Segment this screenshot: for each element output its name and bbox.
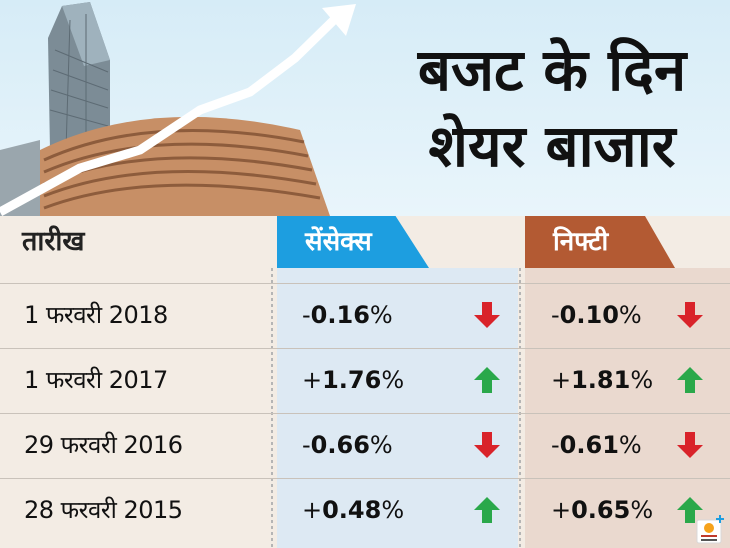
rising-trend-arrow-icon [0, 4, 356, 216]
sensex-value: 0.16 [310, 301, 370, 329]
row-date: 1 फरवरी 2018 [24, 301, 168, 329]
sensex-column-bg [277, 268, 518, 548]
green-up-arrow-icon [677, 367, 703, 393]
red-down-arrow-icon [677, 432, 703, 458]
row-divider [0, 478, 730, 479]
green-up-arrow-icon [474, 367, 500, 393]
red-down-arrow-icon [474, 302, 500, 328]
nifty-value: 0.65 [571, 496, 631, 524]
sensex-unit: % [381, 496, 405, 524]
header-banner: बजट के दिन शेयर बाजार [0, 0, 730, 216]
nifty-sign: - [551, 431, 560, 459]
nifty-value: 1.81 [571, 366, 631, 394]
nifty-value: 0.61 [559, 431, 619, 459]
market-table: तारीख सेंसेक्स निफ्टी 1 फरवरी 2018 -0.16%… [0, 216, 730, 548]
nifty-change: +0.65% [551, 478, 653, 543]
sensex-change: +1.76% [302, 348, 404, 413]
sensex-value: 0.48 [322, 496, 382, 524]
row-date: 1 फरवरी 2017 [24, 366, 168, 394]
sensex-value: 0.66 [310, 431, 370, 459]
headline-line-1: बजट के दिन [417, 36, 687, 104]
sensex-change: -0.16% [302, 283, 393, 348]
sensex-value: 1.76 [322, 366, 382, 394]
row-date: 28 फरवरी 2015 [24, 496, 183, 524]
column-separator [271, 268, 273, 548]
sensex-sign: + [302, 496, 323, 524]
publisher-logo-icon [696, 515, 724, 544]
nifty-unit: % [618, 301, 642, 329]
nifty-unit: % [630, 496, 654, 524]
table-row: 1 फरवरी 2017 +1.76% +1.81% [0, 348, 730, 413]
nifty-sign: + [551, 366, 572, 394]
row-date: 29 फरवरी 2016 [24, 431, 183, 459]
sensex-change: +0.48% [302, 478, 404, 543]
nifty-value: 0.10 [559, 301, 619, 329]
row-divider [0, 348, 730, 349]
nifty-sign: + [551, 496, 572, 524]
sensex-unit: % [369, 301, 393, 329]
column-separator [519, 268, 521, 548]
nifty-change: +1.81% [551, 348, 653, 413]
sensex-unit: % [369, 431, 393, 459]
headline-line-2: शेयर बाजार [428, 112, 676, 180]
nifty-column-bg [525, 268, 730, 548]
nifty-change: -0.61% [551, 413, 642, 478]
row-divider [0, 413, 730, 414]
date-column-header: तारीख [22, 226, 85, 257]
sensex-change: -0.66% [302, 413, 393, 478]
nifty-change: -0.10% [551, 283, 642, 348]
table-row: 1 फरवरी 2018 -0.16% -0.10% [0, 283, 730, 348]
green-up-arrow-icon [474, 497, 500, 523]
sensex-column-header: सेंसेक्स [277, 216, 429, 268]
sensex-sign: - [302, 431, 311, 459]
sensex-sign: + [302, 366, 323, 394]
nifty-sign: - [551, 301, 560, 329]
table-row: 28 फरवरी 2015 +0.48% +0.65% [0, 478, 730, 543]
red-down-arrow-icon [474, 432, 500, 458]
nifty-column-header: निफ्टी [525, 216, 675, 268]
row-divider [0, 283, 730, 284]
nifty-unit: % [618, 431, 642, 459]
sensex-unit: % [381, 366, 405, 394]
red-down-arrow-icon [677, 302, 703, 328]
green-up-arrow-icon [677, 497, 703, 523]
sensex-sign: - [302, 301, 311, 329]
headline: बजट के दिन शेयर बाजार [402, 32, 702, 184]
table-row: 29 फरवरी 2016 -0.66% -0.61% [0, 413, 730, 478]
nifty-unit: % [630, 366, 654, 394]
